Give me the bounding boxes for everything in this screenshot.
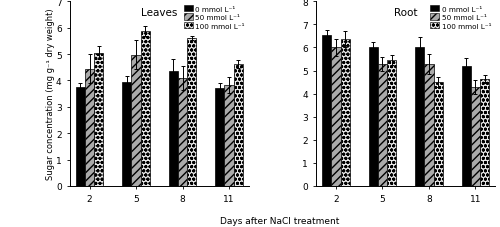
Bar: [424, 65, 434, 186]
Text: Leaves: Leaves: [141, 8, 178, 18]
Bar: [168, 72, 178, 186]
Bar: [94, 54, 104, 186]
Bar: [415, 48, 424, 186]
Bar: [122, 82, 132, 186]
Bar: [178, 79, 187, 186]
Bar: [340, 40, 350, 186]
Bar: [234, 65, 243, 186]
Bar: [332, 48, 340, 186]
Text: Root: Root: [394, 8, 417, 18]
Bar: [368, 48, 378, 186]
Bar: [187, 39, 196, 186]
Legend: 0 mmol L⁻¹, 50 mmol L⁻¹, 100 mmol L⁻¹: 0 mmol L⁻¹, 50 mmol L⁻¹, 100 mmol L⁻¹: [430, 6, 492, 30]
Bar: [224, 86, 234, 186]
Bar: [462, 67, 471, 186]
Bar: [322, 36, 332, 186]
Bar: [378, 65, 387, 186]
Bar: [434, 82, 443, 186]
Bar: [140, 32, 150, 186]
Bar: [471, 88, 480, 186]
Bar: [215, 89, 224, 186]
Bar: [76, 88, 85, 186]
Bar: [132, 55, 140, 186]
Y-axis label: Sugar concentration (mg g⁻¹ dry weight): Sugar concentration (mg g⁻¹ dry weight): [46, 9, 54, 180]
Bar: [480, 80, 490, 186]
Bar: [85, 69, 94, 186]
Legend: 0 mmol L⁻¹, 50 mmol L⁻¹, 100 mmol L⁻¹: 0 mmol L⁻¹, 50 mmol L⁻¹, 100 mmol L⁻¹: [184, 6, 245, 30]
Text: Days after NaCl treatment: Days after NaCl treatment: [220, 216, 340, 225]
Bar: [387, 61, 396, 186]
